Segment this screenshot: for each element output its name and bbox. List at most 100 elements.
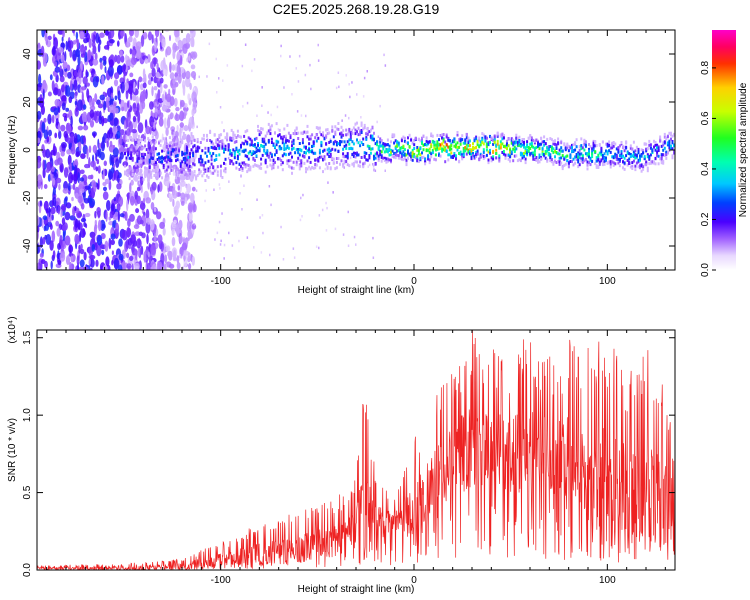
heatmap-cell	[372, 236, 374, 240]
heatmap-cell	[335, 157, 338, 160]
heatmap-cell	[223, 257, 225, 260]
heatmap-cell	[299, 218, 302, 222]
heatmap-cell	[229, 138, 232, 142]
heatmap-cell	[309, 150, 312, 153]
heatmap-cell	[473, 139, 476, 143]
heatmap-cell	[262, 231, 264, 235]
heatmap-cell	[492, 138, 495, 142]
heatmap-cell	[227, 157, 230, 160]
heatmap-cell	[53, 196, 57, 207]
heatmap-cell	[220, 239, 222, 243]
heatmap-cell	[543, 135, 546, 139]
heatmap-cell	[134, 161, 137, 165]
spectrogram-y-label: Frequency (Hz)	[7, 116, 18, 185]
heatmap-cell	[73, 172, 78, 185]
heatmap-cell	[189, 164, 191, 168]
heatmap-cell	[39, 200, 43, 207]
heatmap-cell	[547, 147, 550, 151]
heatmap-cell	[137, 176, 140, 179]
heatmap-cell	[462, 141, 465, 145]
heatmap-cell	[167, 158, 170, 162]
heatmap-cell	[515, 154, 518, 158]
heatmap-cell	[51, 166, 55, 173]
heatmap-cell	[244, 163, 247, 167]
heatmap-cell	[526, 145, 529, 149]
heatmap-cell	[430, 152, 433, 156]
heatmap-cell	[101, 75, 105, 85]
heatmap-cell	[264, 134, 267, 138]
heatmap-cell	[206, 154, 208, 158]
heatmap-cell	[555, 151, 558, 154]
heatmap-cell	[243, 134, 246, 138]
heatmap-cell	[289, 165, 292, 169]
heatmap-cell	[168, 136, 171, 140]
heatmap-cell	[400, 152, 403, 156]
heatmap-cell	[484, 155, 487, 159]
heatmap-cell	[136, 195, 141, 205]
y-tick-label: 20	[22, 96, 33, 108]
heatmap-cell	[629, 153, 632, 156]
heatmap-cell	[45, 148, 51, 159]
heatmap-cell	[109, 39, 115, 44]
heatmap-cell	[135, 41, 142, 50]
heatmap-cell	[475, 153, 478, 157]
heatmap-cell	[95, 32, 100, 44]
heatmap-cell	[261, 139, 264, 143]
heatmap-cell	[186, 183, 192, 194]
heatmap-cell	[175, 106, 180, 112]
heatmap-cell	[133, 151, 136, 155]
heatmap-cell	[325, 128, 328, 132]
heatmap-cell	[227, 145, 230, 149]
heatmap-cell	[43, 117, 47, 123]
heatmap-cell	[331, 128, 334, 132]
heatmap-cell	[129, 30, 133, 35]
heatmap-cell	[45, 168, 50, 173]
heatmap-cell	[552, 162, 555, 166]
heatmap-cell	[270, 113, 272, 117]
heatmap-cell	[109, 30, 115, 39]
heatmap-cell	[172, 171, 176, 176]
heatmap-cell	[371, 134, 374, 138]
heatmap-cell	[176, 173, 179, 177]
heatmap-cell	[235, 148, 238, 152]
heatmap-cell	[351, 131, 354, 135]
heatmap-cell	[312, 151, 315, 155]
heatmap-cell	[614, 142, 617, 146]
heatmap-cell	[216, 170, 219, 174]
heatmap-cell	[91, 102, 95, 108]
heatmap-cell	[150, 141, 153, 145]
heatmap-cell	[154, 30, 160, 38]
snr-y-label: SNR (10 * v/v)	[7, 418, 18, 482]
heatmap-cell	[371, 137, 374, 141]
heatmap-cell	[263, 149, 266, 153]
heatmap-cell	[182, 134, 185, 138]
heatmap-cell	[417, 160, 420, 163]
heatmap-cell	[137, 134, 140, 138]
heatmap-cell	[571, 143, 573, 147]
heatmap-cell	[243, 142, 246, 146]
heatmap-cell	[434, 143, 437, 147]
heatmap-cell	[277, 157, 280, 161]
heatmap-cell	[595, 164, 598, 168]
heatmap-cell	[300, 164, 303, 168]
heatmap-cell	[143, 251, 147, 263]
heatmap-cell	[447, 138, 450, 142]
heatmap-cell	[250, 152, 253, 156]
heatmap-cell	[558, 162, 561, 166]
heatmap-cell	[172, 89, 176, 95]
heatmap-cell	[303, 145, 306, 149]
heatmap-cell	[552, 150, 555, 154]
heatmap-cell	[146, 217, 151, 225]
heatmap-cell	[513, 154, 516, 158]
heatmap-cell	[110, 239, 115, 246]
heatmap-cell	[258, 147, 261, 150]
heatmap-cell	[128, 245, 132, 250]
heatmap-cell	[662, 153, 665, 157]
heatmap-cell	[342, 133, 345, 137]
heatmap-cell	[192, 154, 195, 158]
heatmap-cell	[129, 72, 134, 78]
heatmap-cell	[124, 148, 128, 153]
heatmap-cell	[363, 161, 366, 165]
heatmap-cell	[158, 156, 160, 160]
heatmap-cell	[199, 156, 202, 160]
